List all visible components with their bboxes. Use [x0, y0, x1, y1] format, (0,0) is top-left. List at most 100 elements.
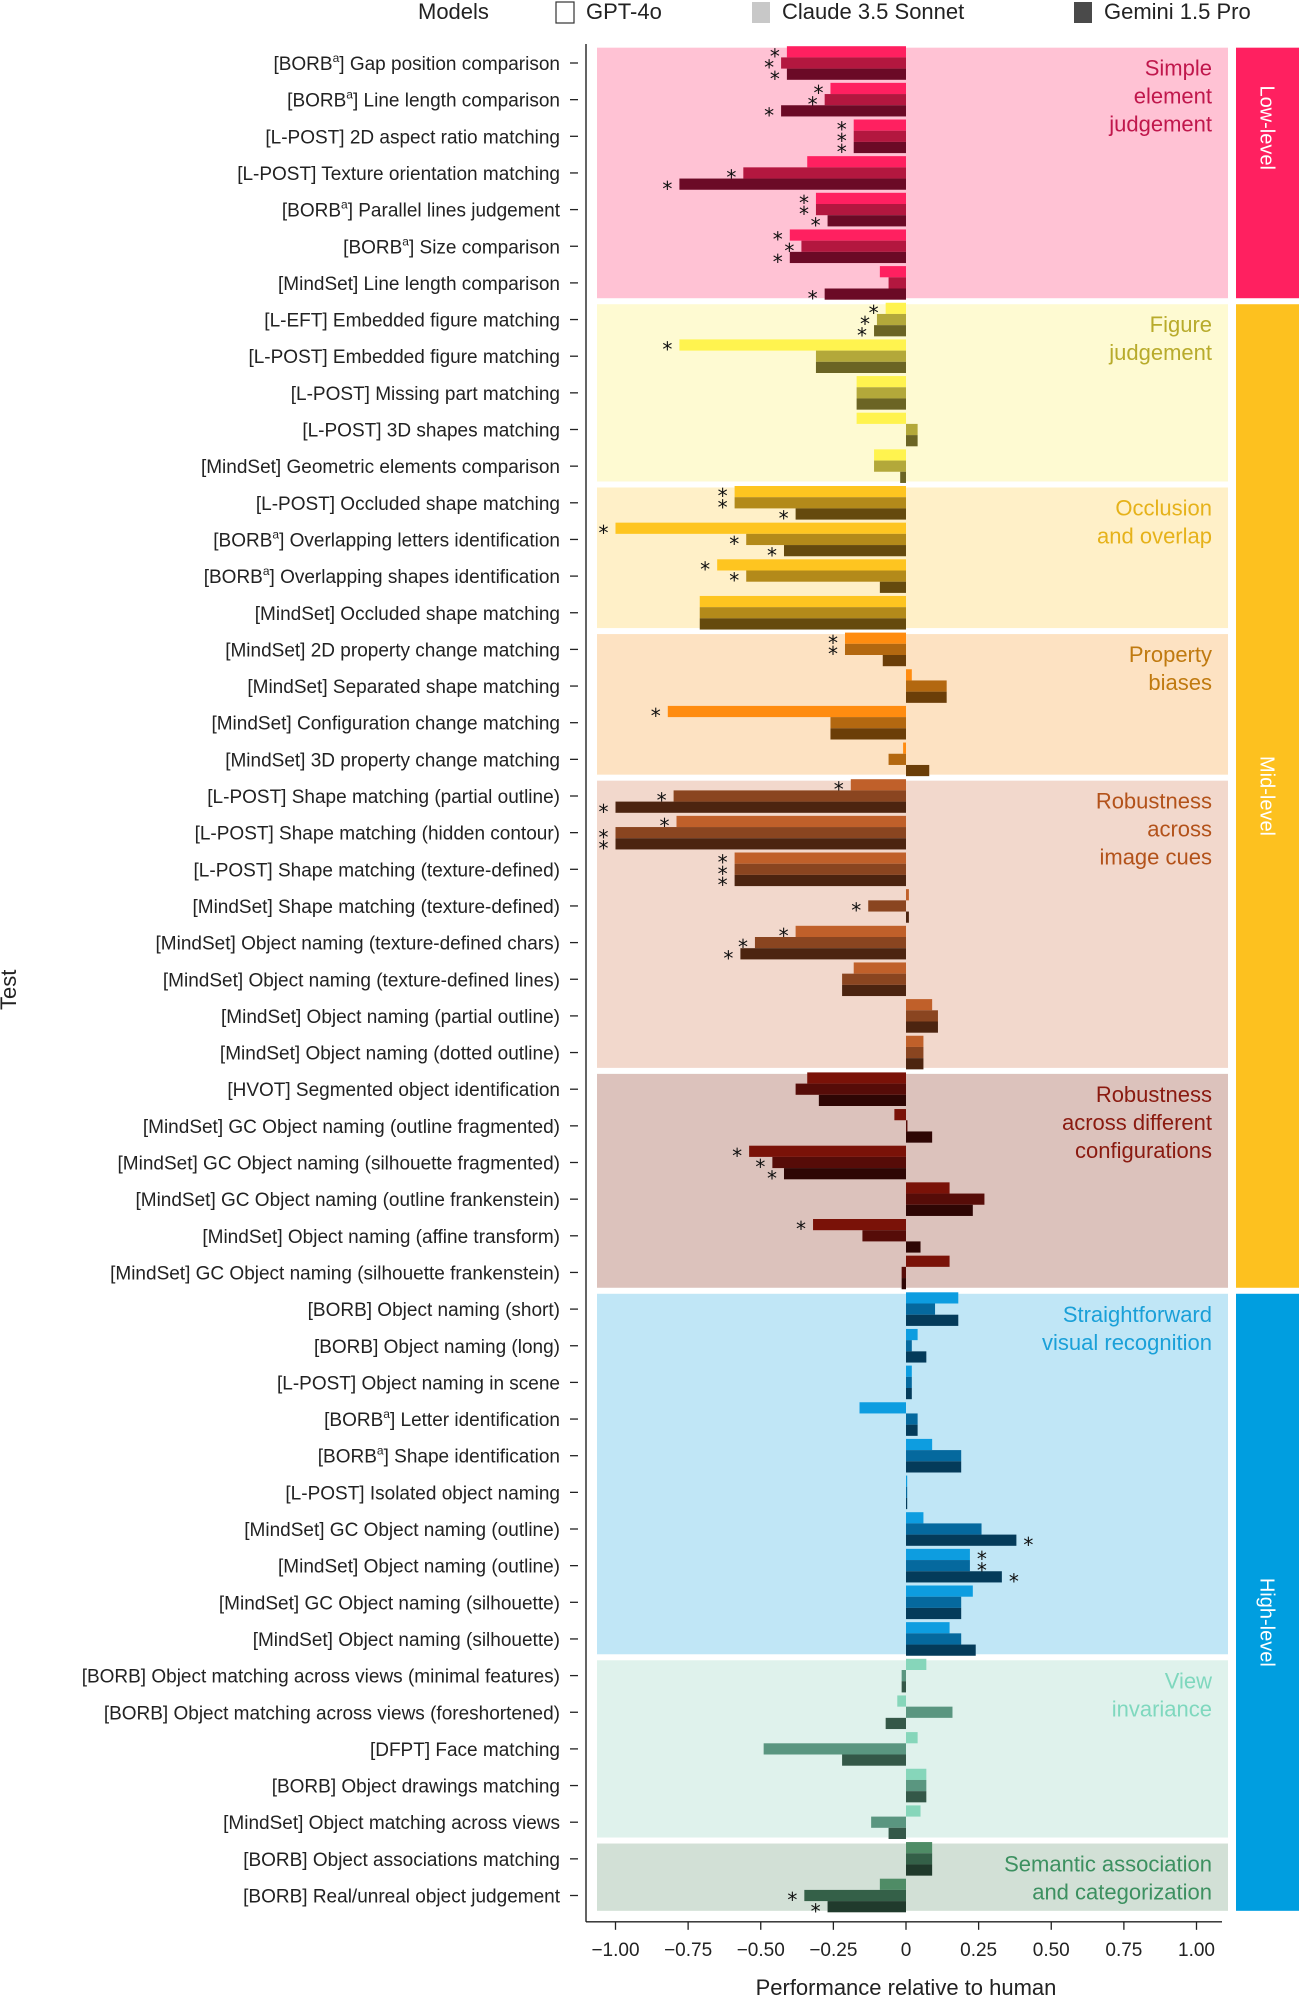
significance-star: * — [718, 851, 728, 875]
test-label: [BORBa] Line length comparison — [287, 88, 560, 112]
bar-gemini-1-5-pro — [906, 764, 930, 777]
bar-claude-3-5-sonnet — [906, 1046, 924, 1059]
bar-claude-3-5-sonnet — [868, 900, 906, 912]
bar-gpt-4o — [906, 1292, 959, 1304]
significance-star: * — [828, 631, 838, 655]
bar-gemini-1-5-pro — [789, 251, 906, 264]
test-label: [MindSet] GC Object naming (silhouette f… — [118, 1154, 560, 1175]
test-label: [BORBa] Overlapping letters identificati… — [213, 527, 560, 551]
significance-star: * — [738, 935, 748, 959]
bar-gemini-1-5-pro — [906, 1864, 933, 1876]
test-label: [HVOT] Segmented object identification — [227, 1080, 560, 1101]
bar-claude-3-5-sonnet — [824, 94, 906, 106]
legend-label-claude: Claude 3.5 Sonnet — [782, 0, 964, 24]
x-tick-label: 0.75 — [1105, 1940, 1142, 1961]
group-label: Robustness across different configurations — [1062, 1082, 1212, 1163]
significance-star: * — [837, 118, 847, 142]
bar-claude-3-5-sonnet — [906, 1779, 927, 1792]
significance-star: * — [784, 239, 794, 263]
significance-star: * — [977, 1558, 987, 1582]
bar-claude-3-5-sonnet — [906, 1486, 908, 1498]
significance-star: * — [799, 191, 809, 215]
test-label: [L-POST] Shape matching (partial outline… — [207, 787, 560, 808]
significance-star: * — [787, 1888, 797, 1912]
significance-star: * — [808, 92, 818, 116]
bar-gpt-4o — [906, 1182, 950, 1194]
significance-star: * — [723, 946, 733, 970]
significance-star: * — [662, 177, 672, 201]
significance-star: * — [1023, 1533, 1033, 1557]
bar-gemini-1-5-pro — [679, 178, 906, 190]
test-label: [L-POST] Object naming in scene — [277, 1373, 560, 1394]
bar-claude-3-5-sonnet — [906, 1596, 962, 1608]
significance-star: * — [857, 323, 867, 347]
bar-gpt-4o — [859, 1402, 906, 1414]
bar-claude-3-5-sonnet — [906, 680, 947, 692]
bar-gemini-1-5-pro — [906, 1644, 976, 1656]
bar-gemini-1-5-pro — [906, 1461, 962, 1473]
significance-star: * — [767, 543, 777, 567]
test-label: [BORBa] Shape identification — [318, 1444, 560, 1468]
bar-gpt-4o — [906, 1438, 933, 1451]
bar-claude-3-5-sonnet — [842, 973, 906, 985]
bar-claude-3-5-sonnet — [856, 387, 906, 399]
bar-claude-3-5-sonnet — [906, 1303, 936, 1315]
bar-gpt-4o — [906, 669, 912, 681]
bar-gpt-4o — [699, 595, 906, 608]
test-label: [MindSet] Object naming (partial outline… — [221, 1007, 560, 1028]
test-label: [L-POST] Isolated object naming — [285, 1483, 560, 1504]
bar-gemini-1-5-pro — [853, 141, 906, 154]
bar-gpt-4o — [906, 1658, 927, 1670]
bar-gpt-4o — [786, 46, 906, 58]
significance-star: * — [828, 642, 838, 666]
bar-claude-3-5-sonnet — [862, 1230, 906, 1242]
bar-claude-3-5-sonnet — [830, 717, 906, 729]
bar-claude-3-5-sonnet — [906, 1376, 912, 1388]
bar-gemini-1-5-pro — [906, 1021, 938, 1033]
significance-star: * — [796, 1217, 806, 1241]
bar-claude-3-5-sonnet — [699, 607, 906, 619]
significance-star: * — [657, 789, 667, 813]
bar-claude-3-5-sonnet — [754, 937, 906, 949]
bar-gemini-1-5-pro — [906, 1534, 1017, 1546]
legend-swatch-claude — [752, 2, 770, 23]
significance-star: * — [837, 129, 847, 153]
bar-claude-3-5-sonnet — [906, 1340, 912, 1352]
bar-gpt-4o — [734, 852, 906, 864]
significance-star: * — [767, 1166, 777, 1190]
bar-gemini-1-5-pro — [740, 948, 906, 960]
bar-gpt-4o — [807, 156, 906, 168]
test-label: [MindSet] GC Object naming (silhouette f… — [110, 1263, 560, 1284]
bar-gemini-1-5-pro — [888, 1827, 906, 1839]
test-label: [MindSet] Object naming (silhouette) — [253, 1630, 560, 1651]
group-label: Simple element judgement — [1108, 56, 1212, 137]
bar-claude-3-5-sonnet — [906, 1706, 953, 1718]
bar-gpt-4o — [734, 486, 906, 498]
test-label: [BORB] Object matching across views (min… — [82, 1667, 560, 1688]
bar-gpt-4o — [813, 1219, 906, 1231]
test-label: [MindSet] GC Object naming (silhouette) — [219, 1593, 560, 1614]
significance-star: * — [662, 338, 672, 362]
x-tick-label: −0.50 — [737, 1940, 785, 1961]
bar-gemini-1-5-pro — [882, 655, 906, 667]
bar-claude-3-5-sonnet — [772, 1156, 906, 1169]
test-label: [L-POST] Missing part matching — [291, 384, 560, 405]
bar-gemini-1-5-pro — [906, 1058, 924, 1070]
bar-gpt-4o — [795, 925, 906, 937]
bar-gemini-1-5-pro — [900, 471, 906, 483]
test-label: [BORBa] Letter identification — [324, 1407, 560, 1431]
bar-claude-3-5-sonnet — [906, 1523, 982, 1535]
significance-star: * — [732, 1144, 742, 1168]
bar-gemini-1-5-pro — [906, 1388, 912, 1400]
significance-star: * — [869, 301, 879, 325]
significance-star: * — [837, 140, 847, 164]
bar-gemini-1-5-pro — [906, 1424, 918, 1436]
significance-star: * — [770, 67, 780, 91]
bar-claude-3-5-sonnet — [906, 1853, 933, 1865]
significance-star: * — [599, 521, 609, 545]
significance-star: * — [599, 825, 609, 849]
test-label: [MindSet] GC Object naming (outline frag… — [143, 1117, 560, 1138]
significance-star: * — [808, 287, 818, 311]
bar-claude-3-5-sonnet — [815, 204, 906, 216]
bar-gpt-4o — [906, 1622, 950, 1634]
